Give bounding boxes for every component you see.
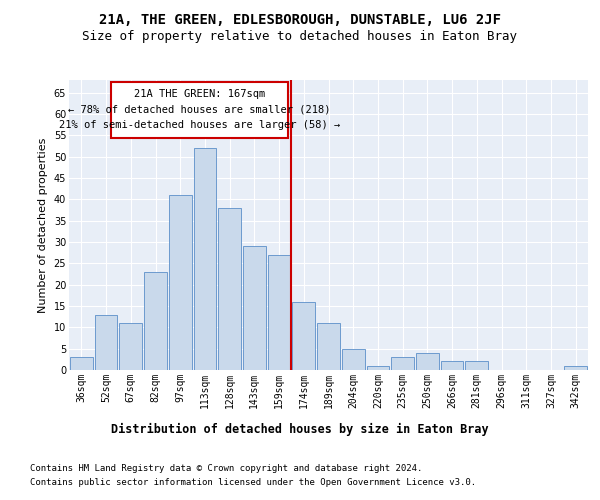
Text: Size of property relative to detached houses in Eaton Bray: Size of property relative to detached ho… — [83, 30, 517, 43]
Bar — [70, 357, 93, 370]
FancyBboxPatch shape — [111, 82, 288, 138]
Bar — [169, 195, 191, 370]
Text: Contains public sector information licensed under the Open Government Licence v3: Contains public sector information licen… — [30, 478, 476, 487]
Bar — [194, 148, 216, 370]
Text: Distribution of detached houses by size in Eaton Bray: Distribution of detached houses by size … — [111, 422, 489, 436]
Bar — [391, 357, 414, 370]
Bar — [342, 348, 365, 370]
Bar — [441, 362, 463, 370]
Bar — [367, 366, 389, 370]
Bar — [564, 366, 587, 370]
Text: Contains HM Land Registry data © Crown copyright and database right 2024.: Contains HM Land Registry data © Crown c… — [30, 464, 422, 473]
Y-axis label: Number of detached properties: Number of detached properties — [38, 138, 48, 312]
Bar — [243, 246, 266, 370]
Text: 21A THE GREEN: 167sqm: 21A THE GREEN: 167sqm — [134, 90, 265, 100]
Bar — [317, 323, 340, 370]
Text: ← 78% of detached houses are smaller (218): ← 78% of detached houses are smaller (21… — [68, 105, 331, 115]
Bar — [144, 272, 167, 370]
Bar — [466, 362, 488, 370]
Text: 21A, THE GREEN, EDLESBOROUGH, DUNSTABLE, LU6 2JF: 21A, THE GREEN, EDLESBOROUGH, DUNSTABLE,… — [99, 12, 501, 26]
Bar — [268, 255, 290, 370]
Bar — [416, 353, 439, 370]
Bar — [218, 208, 241, 370]
Bar — [292, 302, 315, 370]
Bar — [119, 323, 142, 370]
Bar — [95, 314, 118, 370]
Text: 21% of semi-detached houses are larger (58) →: 21% of semi-detached houses are larger (… — [59, 120, 340, 130]
